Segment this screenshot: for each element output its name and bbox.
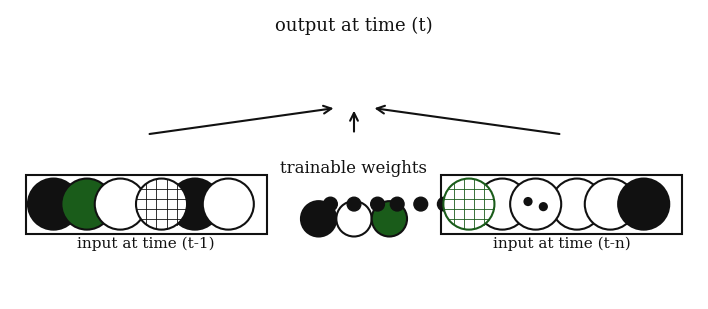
Circle shape — [414, 197, 428, 211]
Circle shape — [301, 201, 336, 236]
Circle shape — [438, 197, 451, 211]
Circle shape — [202, 179, 254, 230]
Circle shape — [443, 179, 494, 230]
Circle shape — [390, 197, 404, 211]
Circle shape — [347, 197, 361, 211]
Circle shape — [169, 179, 220, 230]
Circle shape — [62, 179, 113, 230]
Circle shape — [539, 202, 548, 211]
Text: output at time (t): output at time (t) — [275, 16, 433, 35]
Circle shape — [618, 179, 669, 230]
Circle shape — [136, 179, 187, 230]
Circle shape — [324, 197, 337, 211]
Circle shape — [510, 179, 561, 230]
Bar — [26, 175, 267, 234]
Text: input at time (t-n): input at time (t-n) — [493, 236, 631, 251]
Bar — [441, 175, 682, 234]
Circle shape — [28, 179, 79, 230]
Circle shape — [523, 197, 532, 206]
Circle shape — [585, 179, 636, 230]
Circle shape — [476, 179, 528, 230]
Text: input at time (t-1): input at time (t-1) — [77, 236, 215, 251]
Text: trainable weights: trainable weights — [280, 160, 428, 177]
Circle shape — [336, 201, 372, 236]
Circle shape — [95, 179, 146, 230]
Circle shape — [372, 201, 407, 236]
Circle shape — [371, 197, 384, 211]
Circle shape — [552, 179, 603, 230]
